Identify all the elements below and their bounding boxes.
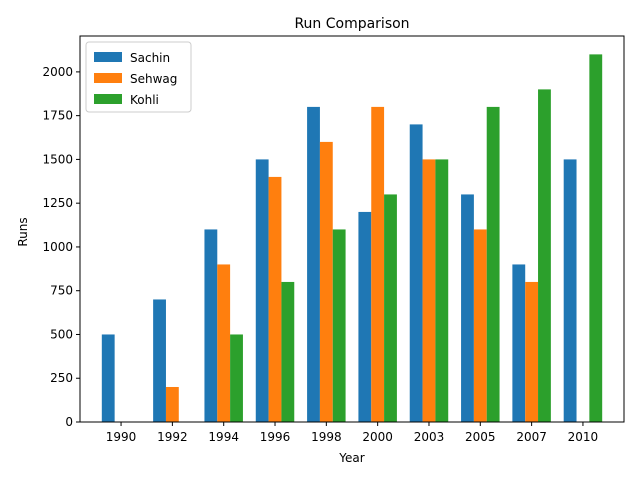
y-tick-label: 1000: [42, 240, 73, 254]
bar-sachin-1996: [255, 159, 269, 422]
x-tick-label: 1996: [260, 430, 291, 444]
x-axis-title: Year: [338, 451, 364, 465]
legend-swatch-sachin: [94, 52, 122, 62]
bar-sachin-1990: [101, 334, 115, 422]
x-tick-label: 1998: [311, 430, 342, 444]
bar-sehwag-2000: [371, 106, 385, 423]
legend-swatch-kohli: [94, 94, 122, 104]
bar-sehwag-1998: [319, 141, 333, 422]
chart-title: Run Comparison: [294, 16, 409, 32]
x-tick-label: 1992: [157, 430, 188, 444]
bar-kohli-1996: [281, 281, 295, 422]
bar-sehwag-2003: [422, 159, 436, 422]
x-tick-label: 2005: [465, 430, 496, 444]
bar-sachin-2010: [563, 159, 577, 422]
legend: Sachin Sehwag Kohli: [85, 41, 192, 113]
bar-kohli-2005: [486, 106, 500, 423]
bar-kohli-2003: [435, 159, 449, 422]
bar-kohli-2010: [589, 54, 603, 422]
bar-kohli-2000: [384, 194, 397, 422]
y-tick-label: 0: [65, 415, 73, 429]
legend-label-kohli: Kohli: [130, 93, 159, 107]
legend-label-sehwag: Sehwag: [130, 72, 177, 86]
y-tick-label: 500: [50, 327, 73, 341]
bar-sachin-2000: [358, 211, 372, 422]
bar-kohli-1998: [332, 229, 346, 422]
bar-sachin-1994: [204, 229, 218, 422]
bar-kohli-2007: [538, 89, 551, 422]
bar-sachin-1998: [307, 106, 320, 423]
x-tick-label: 1990: [106, 430, 137, 444]
x-tick-label: 2003: [414, 430, 445, 444]
x-tick-label: 2000: [362, 430, 393, 444]
y-tick-label: 2000: [42, 65, 73, 79]
bar-sehwag-1996: [268, 176, 282, 422]
legend-swatch-sehwag: [94, 73, 122, 83]
y-tick-label: 1500: [42, 152, 73, 166]
bar-sachin-2005: [461, 194, 474, 422]
x-tick-label: 2007: [516, 430, 547, 444]
x-tick-label: 1994: [208, 430, 239, 444]
y-axis-title: Runs: [16, 217, 30, 246]
legend-label-sachin: Sachin: [130, 51, 170, 65]
bar-sehwag-1992: [165, 386, 179, 422]
x-tick-label: 2010: [568, 430, 599, 444]
bar-sehwag-2005: [473, 229, 487, 422]
bar-sachin-1992: [153, 299, 166, 422]
y-tick-label: 1750: [42, 109, 73, 123]
bar-kohli-1994: [230, 334, 243, 422]
bar-sachin-2007: [512, 264, 526, 422]
plot-frame: [79, 35, 625, 423]
bar-sehwag-1994: [217, 264, 231, 422]
bar-sehwag-2007: [525, 281, 539, 422]
y-tick-label: 250: [50, 371, 73, 385]
plot-area: 0 250 500 750 1000 1250 1500 1750 2000 1990 1992 19…: [42, 35, 625, 444]
bar-sachin-2003: [409, 124, 423, 423]
y-tick-label: 750: [50, 284, 73, 298]
y-tick-label: 1250: [42, 196, 73, 210]
